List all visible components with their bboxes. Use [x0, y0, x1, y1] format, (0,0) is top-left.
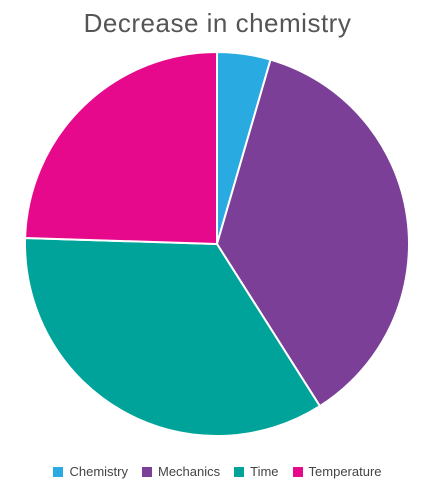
legend-label-mechanics: Mechanics	[157, 464, 221, 479]
legend-swatch-chemistry	[53, 466, 64, 477]
legend-swatch-mechanics	[141, 466, 152, 477]
legend: Chemistry Mechanics Time Temperature	[0, 464, 435, 479]
pie-slice-temperature[interactable]	[24, 50, 218, 246]
legend-swatch-time	[234, 466, 245, 477]
legend-item-mechanics[interactable]: Mechanics	[141, 464, 221, 479]
legend-label-temperature: Temperature	[308, 464, 382, 479]
legend-item-time[interactable]: Time	[234, 464, 279, 479]
legend-item-chemistry[interactable]: Chemistry	[53, 464, 128, 479]
legend-label-chemistry: Chemistry	[69, 464, 128, 479]
legend-label-time: Time	[250, 464, 279, 479]
legend-swatch-temperature	[292, 466, 303, 477]
chart-title: Decrease in chemistry	[83, 8, 352, 38]
legend-item-temperature[interactable]: Temperature	[292, 464, 382, 479]
pie-slice-time[interactable]	[24, 236, 322, 437]
